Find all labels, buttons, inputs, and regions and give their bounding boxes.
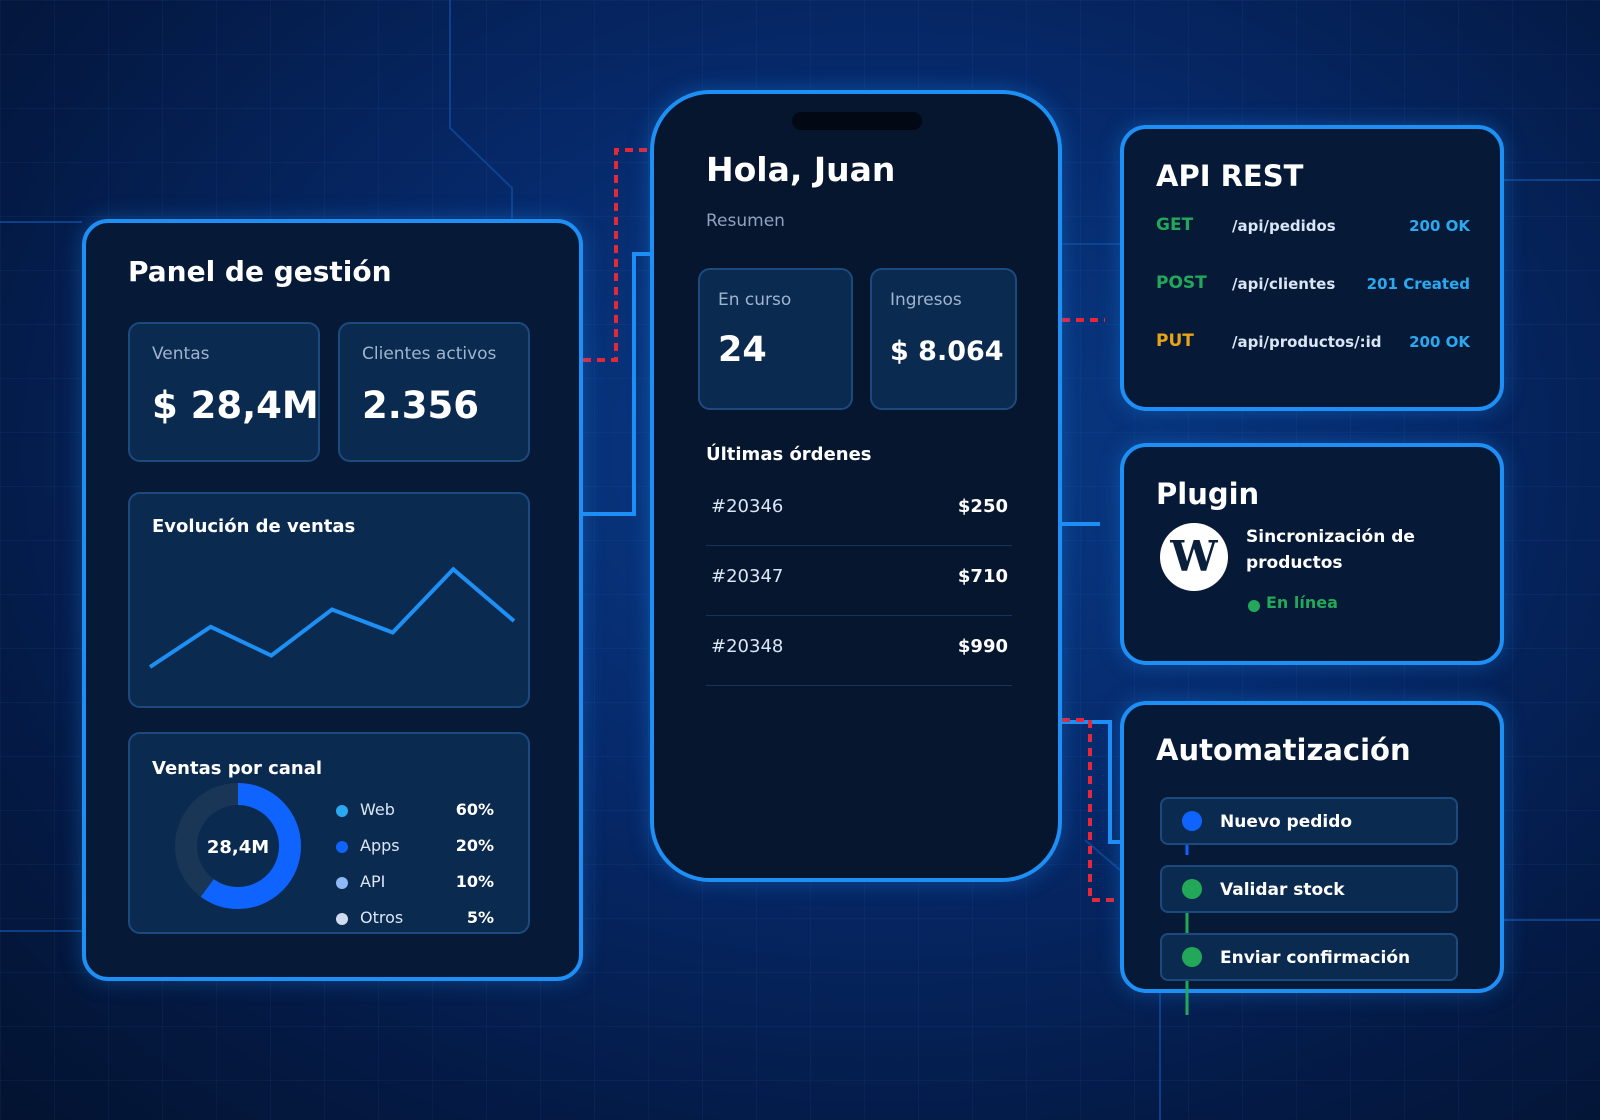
legend-label: API: [360, 872, 386, 891]
kpi-sales-card[interactable]: Ventas $ 28,4M: [128, 322, 320, 462]
step-dot-icon: [1182, 879, 1202, 899]
step-label: Enviar confirmación: [1220, 948, 1411, 968]
api-method-get: GET: [1156, 215, 1194, 235]
api-path[interactable]: /api/productos/:id: [1232, 333, 1382, 351]
automation-title: Automatización: [1156, 733, 1411, 767]
order-row[interactable]: #20347 $710: [706, 546, 1012, 616]
legend-dot-icon: [336, 841, 348, 853]
api-method-put: PUT: [1156, 331, 1194, 351]
step-dot-icon: [1182, 811, 1202, 831]
sales-line-chart: [148, 566, 516, 669]
order-amount: $710: [957, 566, 1008, 587]
plugin-description-line1: Sincronización de: [1246, 527, 1415, 547]
line-chart-title: Evolución de ventas: [152, 516, 356, 537]
stat-revenue-value: $ 8.064: [890, 336, 1004, 367]
order-row[interactable]: #20346 $250: [706, 476, 1012, 546]
kpi-sales-label: Ventas: [152, 344, 210, 364]
donut-slice: [175, 783, 301, 909]
stat-in-progress-card[interactable]: En curso 24: [698, 268, 853, 410]
sales-by-channel-card[interactable]: Ventas por canal 28,4M Web 60% Apps 20% API 1…: [128, 732, 530, 934]
kpi-sales-value: $ 28,4M: [152, 384, 319, 427]
api-method-post: POST: [1156, 273, 1207, 293]
sales-evolution-card[interactable]: Evolución de ventas: [128, 492, 530, 708]
management-panel: Panel de gestión Ventas $ 28,4M Clientes…: [82, 219, 583, 981]
step-label: Nuevo pedido: [1220, 812, 1353, 832]
automation-connector-line: [1185, 815, 1189, 1015]
wordpress-icon: W: [1160, 523, 1228, 591]
legend-value: 20%: [455, 836, 494, 855]
stat-in-progress-value: 24: [718, 330, 767, 370]
step-dot-icon: [1182, 947, 1202, 967]
plugin-card: Plugin W Sincronización de productos En …: [1120, 443, 1504, 665]
api-title: API REST: [1156, 159, 1304, 193]
summary-subtitle: Resumen: [706, 211, 785, 231]
legend-dot-icon: [336, 805, 348, 817]
mobile-phone: Hola, Juan Resumen En curso 24 Ingresos …: [650, 90, 1062, 882]
automation-card: Automatización Nuevo pedido Validar stoc…: [1120, 701, 1504, 1015]
donut-center-label: 28,4M: [207, 837, 269, 858]
stat-revenue-label: Ingresos: [890, 290, 962, 310]
plugin-title: Plugin: [1156, 477, 1260, 511]
api-path[interactable]: /api/clientes: [1232, 275, 1336, 293]
automation-step[interactable]: Validar stock: [1160, 865, 1458, 913]
phone-notch: [792, 112, 922, 130]
automation-step[interactable]: Enviar confirmación: [1160, 933, 1458, 981]
stat-revenue-card[interactable]: Ingresos $ 8.064: [870, 268, 1017, 410]
legend-label: Web: [360, 800, 395, 819]
legend-dot-icon: [336, 877, 348, 889]
kpi-clients-value: 2.356: [362, 384, 480, 427]
order-amount: $990: [957, 636, 1008, 657]
online-status-dot-icon: [1248, 600, 1260, 612]
step-label: Validar stock: [1220, 880, 1345, 900]
order-id: #20347: [711, 566, 784, 587]
automation-step[interactable]: Nuevo pedido: [1160, 797, 1458, 845]
api-status: 200 OK: [1409, 217, 1470, 235]
api-rest-card: API REST GET /api/pedidos 200 OK POST /a…: [1120, 125, 1504, 411]
legend-label: Otros: [360, 908, 404, 927]
plugin-description-line2: productos: [1246, 553, 1343, 573]
sales-donut-chart: 28,4M: [175, 783, 301, 909]
legend-dot-icon: [336, 913, 348, 925]
greeting-title: Hola, Juan: [706, 150, 896, 189]
order-amount: $250: [957, 496, 1008, 517]
api-status: 201 Created: [1366, 275, 1470, 293]
order-id: #20348: [711, 636, 784, 657]
api-path[interactable]: /api/pedidos: [1232, 217, 1336, 235]
kpi-clients-label: Clientes activos: [362, 344, 497, 364]
plugin-status: En línea: [1266, 593, 1338, 612]
legend-value: 5%: [466, 908, 494, 927]
order-row[interactable]: #20348 $990: [706, 616, 1012, 686]
stat-in-progress-label: En curso: [718, 290, 792, 310]
legend-value: 10%: [455, 872, 494, 891]
kpi-clients-card[interactable]: Clientes activos 2.356: [338, 322, 530, 462]
legend-label: Apps: [360, 836, 400, 855]
api-status: 200 OK: [1409, 333, 1470, 351]
donut-chart-title: Ventas por canal: [152, 758, 323, 779]
sales-series-line: [148, 566, 516, 669]
latest-orders-title: Últimas órdenes: [706, 444, 872, 465]
panel-title: Panel de gestión: [128, 255, 392, 288]
legend-value: 60%: [455, 800, 494, 819]
order-id: #20346: [711, 496, 784, 517]
